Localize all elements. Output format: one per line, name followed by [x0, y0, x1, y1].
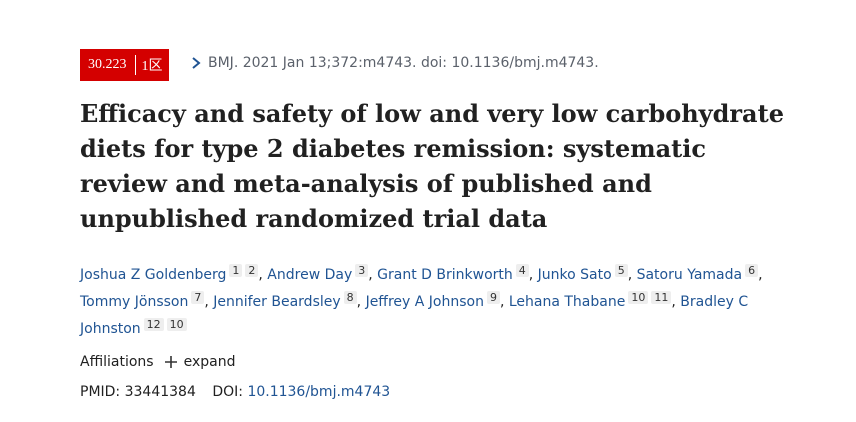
affiliation-number[interactable]: 2	[245, 264, 259, 277]
author-name[interactable]: Jennifer Beardsley	[213, 294, 341, 310]
separator: ,	[368, 267, 373, 283]
impact-badge: 30.223 1区	[80, 49, 169, 81]
separator: ,	[356, 294, 362, 310]
affiliation-number[interactable]: 12	[143, 318, 164, 331]
separator: ,	[758, 267, 763, 283]
author-name[interactable]: Joshua Z Goldenberg	[80, 267, 227, 283]
author-name[interactable]: Tommy Jönsson	[80, 294, 189, 310]
author-list: Joshua Z Goldenberg 1 2, Andrew Day 3, Gran…	[80, 262, 800, 343]
ids-row: PMID: 33441384 DOI: 10.1136/bmj.m4743	[80, 384, 390, 400]
affiliation-number[interactable]: 4	[515, 264, 529, 277]
affiliation-number[interactable]: 6	[745, 264, 759, 277]
expand-label: expand	[183, 354, 236, 370]
pmid: 33441384	[124, 384, 196, 400]
author-name[interactable]: Andrew Day	[267, 267, 353, 283]
author-name[interactable]: Bradley C Johnston	[80, 294, 749, 337]
affiliation-number[interactable]: 1	[229, 264, 243, 277]
affiliation-number[interactable]: 9	[486, 291, 500, 304]
affiliation-number[interactable]: 5	[614, 264, 628, 277]
doi[interactable]: 10.1136/bmj.m4743	[247, 384, 391, 400]
separator: ,	[204, 294, 209, 310]
affiliation-number[interactable]: 10	[628, 291, 649, 304]
affiliation-number[interactable]: 3	[355, 264, 369, 277]
affiliation-number[interactable]: 8	[343, 291, 357, 304]
author-name[interactable]: Grant D Brinkworth	[377, 267, 513, 283]
affiliation-number[interactable]: 7	[191, 291, 205, 304]
doi-label: DOI:	[212, 384, 243, 400]
chevron-icon	[192, 57, 201, 69]
affiliation-number[interactable]: 10	[166, 318, 187, 331]
citation[interactable]: BMJ. 2021 Jan 13;372:m4743. doi: 10.1136…	[208, 55, 599, 71]
separator: ,	[627, 267, 633, 283]
separator: ,	[258, 267, 263, 283]
impact-factor: 30.223	[88, 57, 127, 72]
author-name[interactable]: Junko Sato	[537, 267, 612, 283]
author-name[interactable]: Jeffrey A Johnson	[365, 294, 484, 310]
affiliations-label: Affiliations	[80, 354, 154, 370]
plus-icon	[164, 356, 177, 368]
article-title: Efficacy and safety of low and very low …	[80, 99, 784, 233]
affiliation-number[interactable]: 11	[651, 291, 672, 304]
citation-row: BMJ. 2021 Jan 13;372:m4743. doi: 10.1136…	[190, 55, 599, 71]
separator: ,	[528, 267, 534, 283]
separator: ,	[499, 294, 505, 310]
zone: 1区	[134, 55, 169, 75]
author-name[interactable]: Lehana Thabane	[508, 294, 626, 310]
separator: ,	[671, 294, 676, 310]
affiliations-row[interactable]: Affiliations expand	[80, 354, 235, 370]
pmid-label: PMID:	[80, 384, 121, 400]
author-name[interactable]: Satoru Yamada	[636, 267, 743, 283]
